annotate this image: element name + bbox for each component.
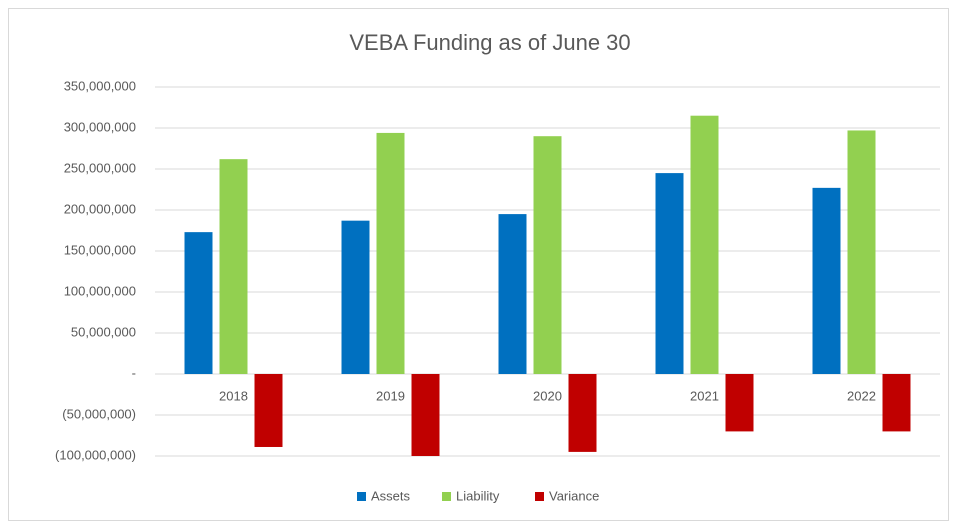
bar — [812, 187, 841, 374]
x-tick-label: 2022 — [847, 388, 876, 403]
y-tick-label: 150,000,000 — [64, 242, 136, 257]
x-tick-label: 2020 — [533, 388, 562, 403]
chart-title: VEBA Funding as of June 30 — [349, 30, 630, 55]
bar — [184, 232, 213, 374]
legend-label: Variance — [549, 488, 599, 503]
legend-swatch — [535, 492, 544, 501]
y-tick-label: (100,000,000) — [55, 447, 136, 462]
bar — [254, 374, 283, 447]
y-tick-label: 250,000,000 — [64, 160, 136, 175]
bar — [725, 374, 754, 432]
y-tick-label: (50,000,000) — [62, 406, 136, 421]
bar — [847, 130, 876, 374]
x-tick-label: 2018 — [219, 388, 248, 403]
bar — [341, 220, 370, 374]
legend-label: Assets — [371, 488, 411, 503]
bar — [690, 115, 719, 374]
bar — [376, 132, 405, 374]
y-tick-label: 100,000,000 — [64, 283, 136, 298]
legend-label: Liability — [456, 488, 500, 503]
bar — [498, 214, 527, 374]
bar — [533, 136, 562, 374]
chart-frame — [8, 8, 949, 521]
legend-swatch — [442, 492, 451, 501]
legend-swatch — [357, 492, 366, 501]
x-tick-label: 2019 — [376, 388, 405, 403]
bar — [219, 159, 248, 374]
bar — [882, 374, 911, 432]
bar — [411, 374, 440, 456]
y-tick-label: - — [132, 365, 136, 380]
y-tick-label: 50,000,000 — [71, 324, 136, 339]
x-tick-label: 2021 — [690, 388, 719, 403]
y-tick-label: 200,000,000 — [64, 201, 136, 216]
y-tick-label: 350,000,000 — [64, 78, 136, 93]
bar — [568, 374, 597, 452]
bar — [655, 173, 684, 374]
y-tick-label: 300,000,000 — [64, 119, 136, 134]
